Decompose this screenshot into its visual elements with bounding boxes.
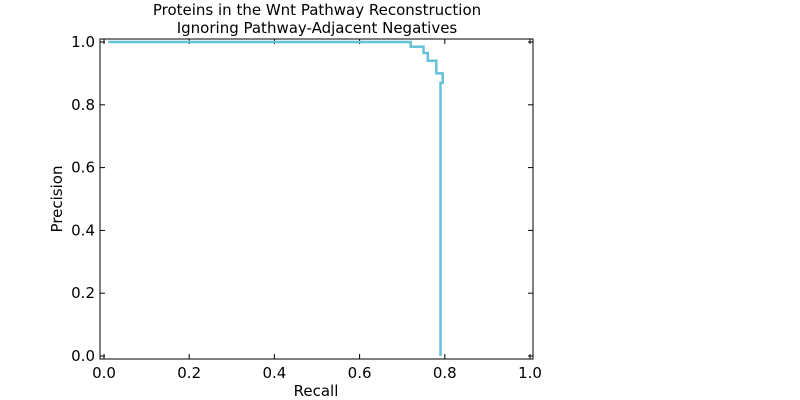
x-axis-ticks: 0.0 0.2 0.4 0.6 0.8 1.0	[92, 39, 542, 382]
series-layer	[108, 40, 444, 356]
x-tick-label: 1.0	[518, 364, 542, 382]
chart-subtitle: Ignoring Pathway-Adjacent Negatives	[177, 19, 458, 37]
plot-frame	[99, 38, 534, 360]
y-tick-label: 1.0	[71, 33, 95, 51]
series-line-0	[108, 40, 444, 356]
x-tick-label: 0.8	[433, 364, 457, 382]
x-tick-label: 0.6	[348, 364, 372, 382]
y-tick-label: 0.4	[71, 221, 95, 239]
y-tick-label: 0.2	[71, 284, 95, 302]
y-tick-label: 0.0	[71, 347, 95, 365]
y-axis-ticks: 0.0 0.2 0.4 0.6 0.8 1.0	[71, 33, 533, 365]
y-axis-label: Precision	[48, 166, 66, 233]
x-tick-label: 0.0	[92, 364, 116, 382]
x-tick-label: 0.4	[262, 364, 286, 382]
x-axis-label: Recall	[294, 382, 339, 400]
y-tick-label: 0.6	[71, 159, 95, 177]
x-tick-label: 0.2	[177, 364, 201, 382]
chart-title: Proteins in the Wnt Pathway Reconstructi…	[153, 1, 481, 19]
plot-area	[99, 38, 534, 360]
y-tick-label: 0.8	[71, 96, 95, 114]
